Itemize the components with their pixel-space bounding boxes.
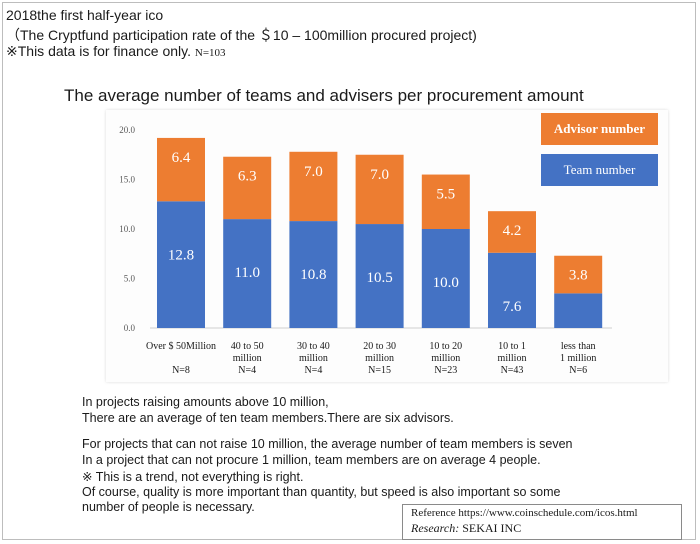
team-value-label-5: 10.0 xyxy=(433,275,459,291)
header-line-3: ※This data is for finance only. N=103 xyxy=(6,43,226,60)
x-tick-label-line2: million xyxy=(498,353,527,364)
research-value: SEKAI INC xyxy=(462,521,522,535)
team-bar-1 xyxy=(157,201,205,328)
x-tick-label: 10 to 20 xyxy=(429,341,462,352)
data-scope-note: ※This data is for finance only. xyxy=(6,43,192,59)
x-tick-label-line2: million xyxy=(365,353,394,364)
team-bar-6 xyxy=(488,252,536,328)
x-tick-label-line2: 1 million xyxy=(560,353,596,364)
y-tick-label: 15.0 xyxy=(119,175,135,185)
y-tick-label: 20.0 xyxy=(119,125,135,135)
y-tick-label: 10.0 xyxy=(119,224,135,234)
advisor-value-label-1: 6.4 xyxy=(172,150,191,166)
advisor-value-label-4: 7.0 xyxy=(370,167,389,183)
team-value-label-3: 10.8 xyxy=(300,267,326,283)
legend-team-number: Team number xyxy=(541,154,658,186)
advisor-bar-3 xyxy=(289,151,338,222)
note-line-1: In projects raising amounts above 10 mil… xyxy=(82,395,329,409)
x-tick-label-line2: million xyxy=(233,353,262,364)
team-value-label-1: 12.8 xyxy=(168,247,194,263)
advisor-value-label-3: 7.0 xyxy=(304,164,323,180)
x-tick-label: 30 to 40 xyxy=(297,341,330,352)
team-bar-3 xyxy=(289,221,338,328)
team-value-label-6: 7.6 xyxy=(503,299,522,315)
advisor-bar-6 xyxy=(488,211,536,253)
x-tick-sample-size: N=4 xyxy=(238,365,256,376)
x-tick-label-line2: million xyxy=(299,353,328,364)
advisor-value-label-5: 5.5 xyxy=(436,187,455,203)
sample-size: N=103 xyxy=(194,47,226,59)
team-value-label-4: 10.5 xyxy=(366,270,392,286)
advisor-bar-4 xyxy=(355,154,404,225)
x-tick-label: Over $ 50Million xyxy=(146,341,216,352)
advisor-bar-2 xyxy=(223,156,272,220)
team-bar-4 xyxy=(355,224,404,328)
x-tick-label-line2: million xyxy=(431,353,460,364)
advisor-value-label-6: 4.2 xyxy=(503,223,522,239)
reference-label: Reference xyxy=(411,507,456,519)
x-tick-sample-size: N=6 xyxy=(569,365,587,376)
team-bar-2 xyxy=(223,219,272,328)
reference-url[interactable]: https://www.coinschedule.com/icos.html xyxy=(458,507,638,519)
x-tick-sample-size: N=15 xyxy=(368,365,391,376)
advisor-bar-7 xyxy=(554,255,603,294)
team-bar-7 xyxy=(554,293,603,328)
note-line-3: For projects that can not raise 10 milli… xyxy=(82,437,573,451)
y-tick-label: 0.0 xyxy=(124,323,136,333)
header-line-1: 2018the first half-year ico xyxy=(6,7,164,23)
header-line-2: （The Cryptfund participation rate of the… xyxy=(6,27,477,43)
x-tick-sample-size: N=8 xyxy=(172,365,190,376)
team-value-label-7: 3.5 xyxy=(569,339,588,355)
x-tick-label: 20 to 30 xyxy=(363,341,396,352)
x-tick-label: 10 to 1 xyxy=(498,341,526,352)
advisor-value-label-2: 6.3 xyxy=(238,169,257,185)
research-label: Research: xyxy=(411,521,460,535)
x-tick-sample-size: N=4 xyxy=(304,365,322,376)
advisor-value-label-7: 3.8 xyxy=(569,268,588,284)
legend-advisor-number: Advisor number xyxy=(541,113,658,145)
note-line-7: number of people is necessary. xyxy=(82,500,255,514)
team-bar-5 xyxy=(421,229,470,328)
x-tick-sample-size: N=43 xyxy=(501,365,524,376)
note-line-4: In a project that can not procure 1 mill… xyxy=(82,453,541,467)
note-line-5: ※ This is a trend, not everything is rig… xyxy=(82,470,304,484)
chart-title: The average number of teams and advisers… xyxy=(64,86,584,105)
x-tick-sample-size: N=23 xyxy=(434,365,457,376)
x-tick-label: 40 to 50 xyxy=(231,341,264,352)
team-value-label-2: 11.0 xyxy=(234,265,260,281)
note-line-6: Of course, quality is more important tha… xyxy=(82,485,561,499)
advisor-bar-5 xyxy=(421,174,470,229)
note-line-2: There are an average of ten team members… xyxy=(82,411,454,425)
advisor-bar-1 xyxy=(157,137,205,202)
x-tick-label: less than xyxy=(561,341,596,352)
y-tick-label: 5.0 xyxy=(124,274,136,284)
reference-box: Reference https://www.coinschedule.com/i… xyxy=(402,504,682,540)
